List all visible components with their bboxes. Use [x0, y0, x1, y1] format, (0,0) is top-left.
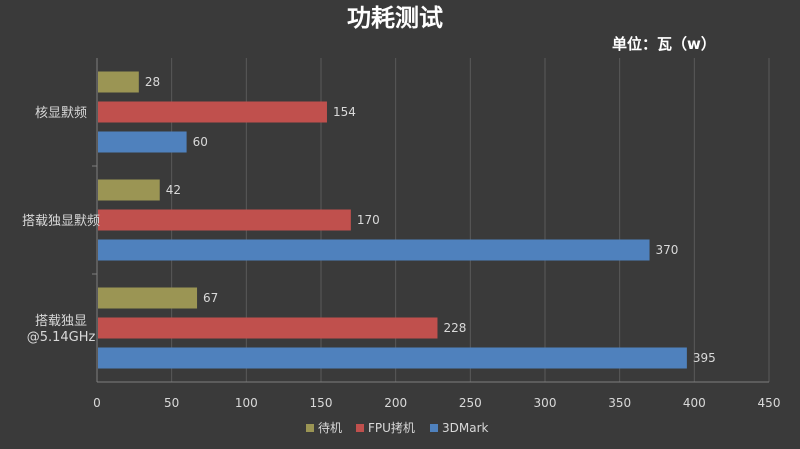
legend-swatch	[430, 424, 438, 432]
x-tick-label: 200	[384, 396, 407, 410]
x-tick-label: 350	[608, 396, 631, 410]
x-tick-label: 250	[459, 396, 482, 410]
data-label: 28	[145, 75, 160, 89]
bar-FPU拷机	[98, 101, 327, 123]
data-label: 60	[193, 135, 208, 149]
bar-FPU拷机	[98, 209, 351, 231]
data-label: 67	[203, 291, 218, 305]
category-label: @5.14GHz	[27, 330, 96, 345]
data-labels: 28 154 60 42 170 370 67 228 395	[145, 75, 716, 365]
bar-待机	[98, 179, 160, 201]
data-label: 170	[357, 213, 380, 227]
axes: 0 50 100 150 200 250 300 350 400 450 核显默频搭载独显默频搭载独…	[22, 58, 780, 410]
data-label: 228	[443, 321, 466, 335]
bar-3DMark	[98, 131, 187, 153]
x-tick-label: 150	[310, 396, 333, 410]
legend-label: 待机	[318, 421, 342, 435]
x-tick-label: 400	[683, 396, 706, 410]
data-label: 154	[333, 105, 356, 119]
legend-swatch	[356, 424, 364, 432]
bar-待机	[98, 287, 198, 309]
x-tick-label: 300	[534, 396, 557, 410]
unit-label: 单位：瓦（w）	[612, 35, 716, 53]
legend-label: FPU拷机	[368, 420, 415, 435]
x-tick-label: 450	[758, 396, 781, 410]
data-label: 42	[166, 183, 181, 197]
legend: 待机 FPU拷机 3DMark	[306, 420, 489, 435]
bar-待机	[98, 71, 139, 93]
data-label: 370	[656, 243, 679, 257]
legend-swatch	[306, 424, 314, 432]
bars	[98, 71, 687, 369]
category-label: 核显默频	[35, 105, 87, 121]
category-label: 搭载独显默频	[22, 213, 100, 229]
legend-label: 3DMark	[442, 421, 489, 435]
chart-title: 功耗测试	[347, 4, 443, 32]
bar-3DMark	[98, 347, 687, 369]
x-tick-label: 0	[93, 396, 101, 410]
x-tick-label: 100	[235, 396, 258, 410]
data-label: 395	[693, 351, 716, 365]
bar-3DMark	[98, 239, 650, 261]
bar-FPU拷机	[98, 317, 438, 339]
category-label: 搭载独显	[35, 313, 87, 329]
x-tick-label: 50	[164, 396, 179, 410]
